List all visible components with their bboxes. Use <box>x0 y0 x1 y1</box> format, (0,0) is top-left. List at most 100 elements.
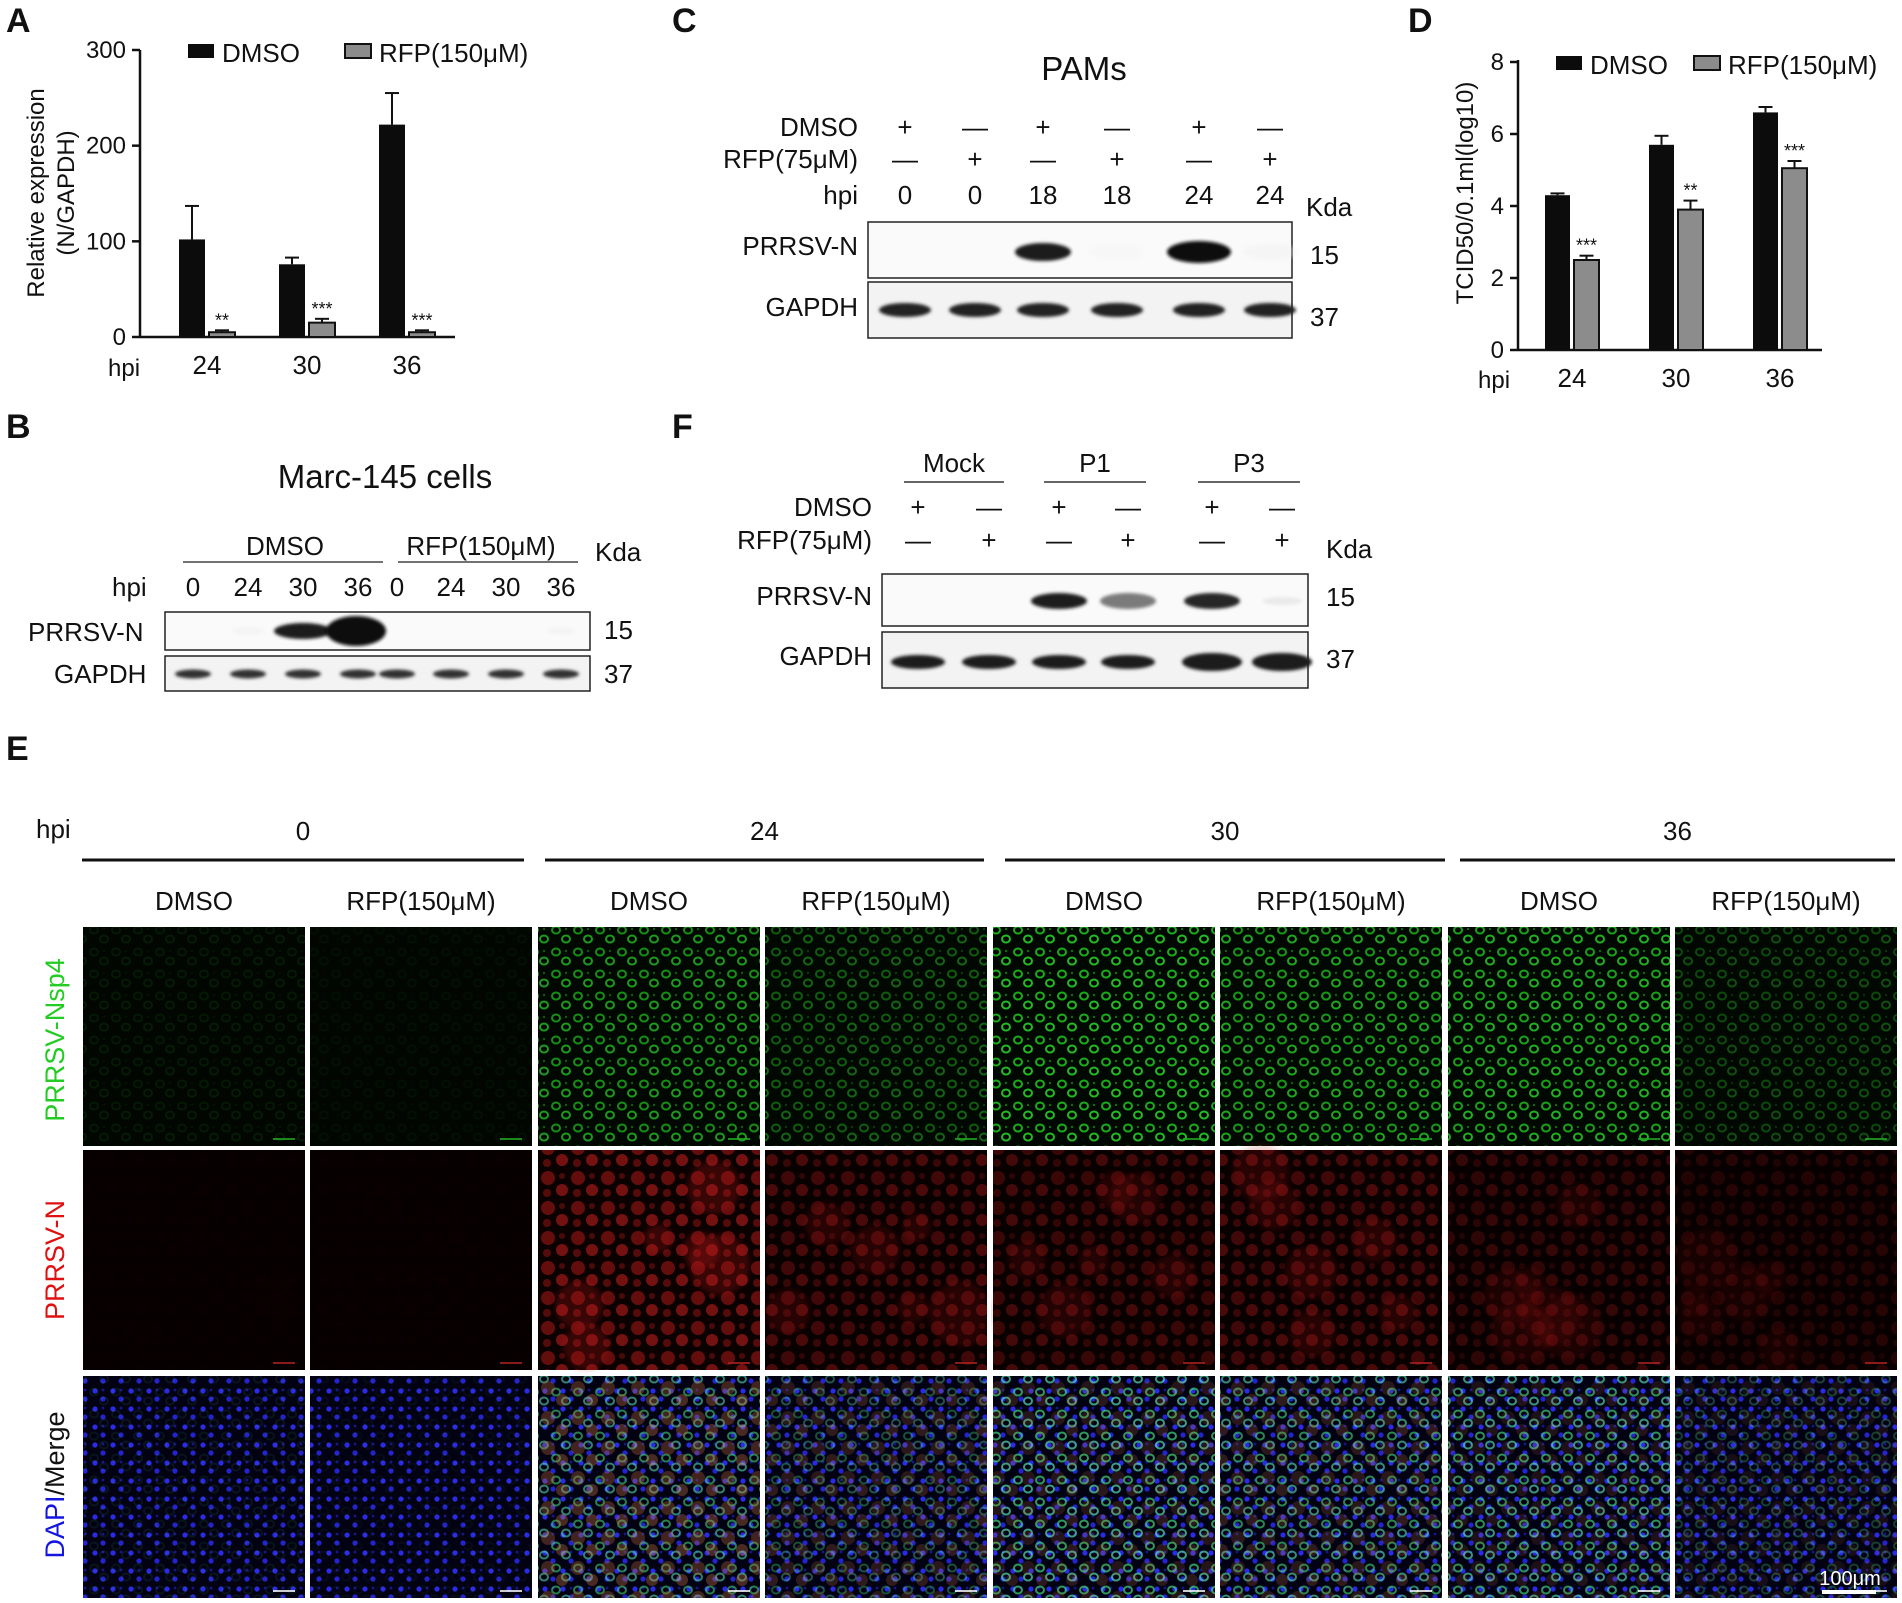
merge-n-signal <box>1675 1376 1897 1598</box>
column-gap <box>1897 927 1901 1598</box>
y-axis-label: TCID50/0.1ml(log10) <box>1452 82 1479 305</box>
blot-gapdh <box>164 655 591 692</box>
prrsv-n-band <box>546 628 576 634</box>
lane-label: 36 <box>547 572 576 602</box>
hpi-value: 24 <box>1256 180 1285 210</box>
n-cluster <box>204 1282 233 1311</box>
gapdh-band <box>1091 303 1143 317</box>
scale-marker <box>1865 1138 1887 1140</box>
gapdh-band <box>1017 303 1069 317</box>
merge-nsp4-signal <box>310 1376 532 1598</box>
bar-rfp <box>1677 208 1704 351</box>
scale-marker <box>955 1590 977 1592</box>
dmso-mark: — <box>962 112 988 142</box>
scale-marker <box>1410 1590 1432 1592</box>
condition-label: RFP(150μM) <box>1711 886 1860 916</box>
legend-label-rfp: RFP(150μM) <box>379 38 528 68</box>
legend-label-dmso: DMSO <box>222 38 300 68</box>
merge-n-signal <box>83 1376 305 1598</box>
mw-15: 15 <box>1310 240 1339 270</box>
significance-label: ** <box>215 310 229 330</box>
n-cluster <box>158 1214 205 1261</box>
scale-marker <box>500 1590 522 1592</box>
hpi-label: hpi <box>108 355 140 382</box>
significance-label: *** <box>411 310 432 330</box>
micrograph-n <box>83 1150 305 1370</box>
scale-marker <box>728 1362 750 1364</box>
scale-marker <box>1183 1138 1205 1140</box>
y-tick-label: 6 <box>1491 121 1504 148</box>
scale-marker <box>273 1590 295 1592</box>
column-gap <box>987 927 991 1598</box>
legend-label-dmso: DMSO <box>1590 50 1668 80</box>
n-cluster <box>1284 1246 1338 1299</box>
column-gap <box>532 927 536 1598</box>
mw-37: 37 <box>1326 644 1355 674</box>
nsp4-signal <box>1675 927 1897 1146</box>
bar-dmso <box>279 264 305 337</box>
bar-dmso <box>1649 144 1674 350</box>
dmso-mark: + <box>897 112 912 142</box>
n-cluster <box>1232 1143 1290 1202</box>
gapdh-band <box>879 303 931 317</box>
dmso-mark: — <box>1269 492 1295 522</box>
condition-label: RFP(150μM) <box>346 886 495 916</box>
n-cluster <box>563 1323 610 1370</box>
blot-gapdh <box>867 281 1293 339</box>
gapdh-band <box>891 655 945 669</box>
group-label-rfp: RFP(150μM) <box>406 531 555 561</box>
legend-label-rfp: RFP(150μM) <box>1728 50 1877 80</box>
row-label-dmso: DMSO <box>780 112 858 142</box>
blot-title: PAMs <box>1041 50 1127 87</box>
gapdh-band <box>379 669 415 679</box>
y-tick-label: 300 <box>86 37 126 64</box>
gapdh-band <box>175 669 211 679</box>
nsp4-signal <box>310 927 532 1146</box>
scale-marker <box>955 1362 977 1364</box>
n-cluster <box>1379 1294 1417 1333</box>
lane-label: 30 <box>492 572 521 602</box>
n-cluster <box>314 1275 366 1327</box>
n-cluster <box>1150 1253 1196 1299</box>
panel-letter-b: B <box>6 408 31 446</box>
column-gap <box>1215 927 1219 1598</box>
band-label-prrsv-n: PRRSV-N <box>742 231 858 261</box>
prrsv-n-band <box>1089 243 1145 261</box>
prrsv-n-band <box>1262 597 1302 605</box>
micrograph-n <box>310 1150 532 1370</box>
rfp-mark: — <box>1030 144 1056 174</box>
rfp-mark: + <box>967 144 982 174</box>
blot-gapdh <box>881 631 1309 689</box>
n-cluster <box>1675 1228 1740 1293</box>
scale-marker <box>728 1138 750 1140</box>
y-axis-label-line: TCID50/0.1ml(log10) <box>1452 82 1479 305</box>
column-gap <box>1670 927 1674 1598</box>
panel-letter-c: C <box>672 2 697 40</box>
row-label-dapi-merge: DAPI/Merge <box>40 1411 70 1558</box>
row-label-rfp: RFP(75μM) <box>723 144 858 174</box>
kda-label: Kda <box>595 537 642 567</box>
x-tick-label: 24 <box>1558 363 1587 393</box>
n-cluster <box>121 1316 164 1359</box>
merge-n-signal <box>538 1376 760 1598</box>
prrsv-n-band <box>326 616 386 646</box>
gapdh-band <box>1252 653 1312 671</box>
prrsv-n-band <box>1015 243 1071 261</box>
row-label-nsp4: PRRSV-Nsp4 <box>40 958 70 1122</box>
n-cluster <box>643 1223 673 1253</box>
column-gap <box>1442 927 1446 1598</box>
condition-label: DMSO <box>610 886 688 916</box>
dmso-mark: — <box>976 492 1002 522</box>
scale-bar <box>1822 1590 1876 1594</box>
band-label-gapdh: GAPDH <box>54 659 146 689</box>
nsp4-signal <box>83 927 305 1146</box>
timepoint-label: 30 <box>1211 816 1240 846</box>
dmso-mark: + <box>1191 112 1206 142</box>
group-label: P1 <box>1079 448 1111 478</box>
panel-letter-f: F <box>672 408 693 446</box>
n-cluster <box>902 1213 932 1243</box>
scale-marker <box>500 1138 522 1140</box>
scale-marker <box>1638 1362 1660 1364</box>
rfp-mark: — <box>892 144 918 174</box>
kda-label: Kda <box>1306 192 1353 222</box>
